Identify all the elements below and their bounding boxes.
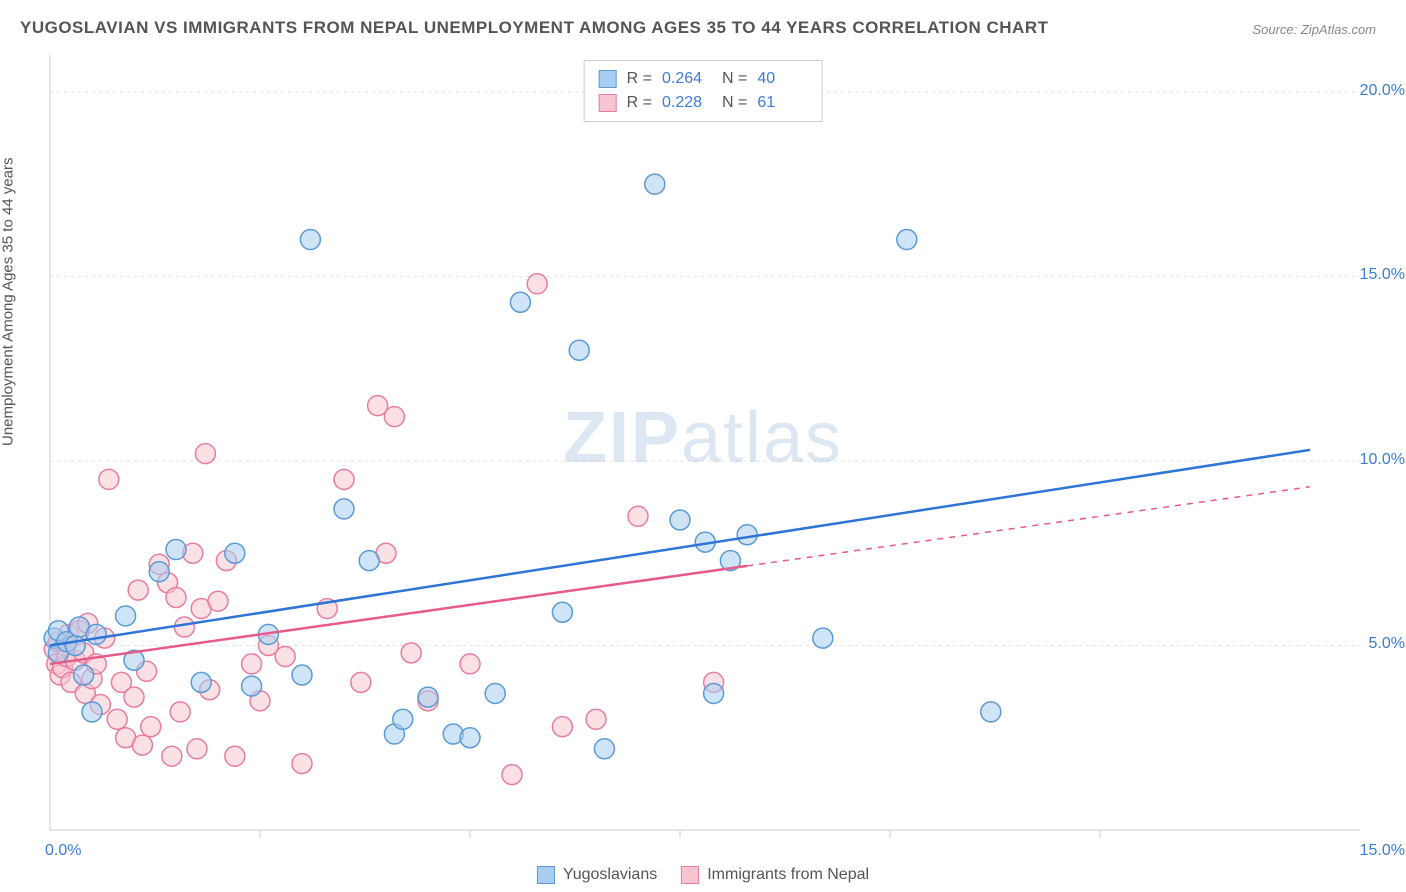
y-tick-label: 5.0% [1369,635,1405,653]
y-tick-label: 10.0% [1360,451,1405,469]
n-value: 40 [757,67,807,91]
r-value: 0.228 [662,91,712,115]
series-swatch [599,70,617,88]
n-label: N = [722,91,747,115]
chart-svg [0,0,1406,892]
stats-legend-box: R = 0.264 N = 40 R = 0.228 N = 61 [584,60,823,122]
legend-label: Yugoslavians [563,866,657,884]
stats-row: R = 0.228 N = 61 [599,91,808,115]
r-value: 0.264 [662,67,712,91]
legend-item: Yugoslavians [537,866,657,884]
legend-label: Immigrants from Nepal [707,866,869,884]
x-tick-label: 0.0% [45,842,81,860]
y-tick-label: 20.0% [1360,82,1405,100]
n-value: 61 [757,91,807,115]
y-tick-label: 15.0% [1360,266,1405,284]
legend-item: Immigrants from Nepal [681,866,869,884]
series-legend: Yugoslavians Immigrants from Nepal [537,866,869,884]
r-label: R = [627,91,652,115]
n-label: N = [722,67,747,91]
y-axis-label: Unemployment Among Ages 35 to 44 years [0,157,17,446]
legend-swatch [681,866,699,884]
series-swatch [599,94,617,112]
stats-row: R = 0.264 N = 40 [599,67,808,91]
x-tick-label: 15.0% [1360,842,1405,860]
correlation-chart: YUGOSLAVIAN VS IMMIGRANTS FROM NEPAL UNE… [0,0,1406,892]
r-label: R = [627,67,652,91]
legend-swatch [537,866,555,884]
